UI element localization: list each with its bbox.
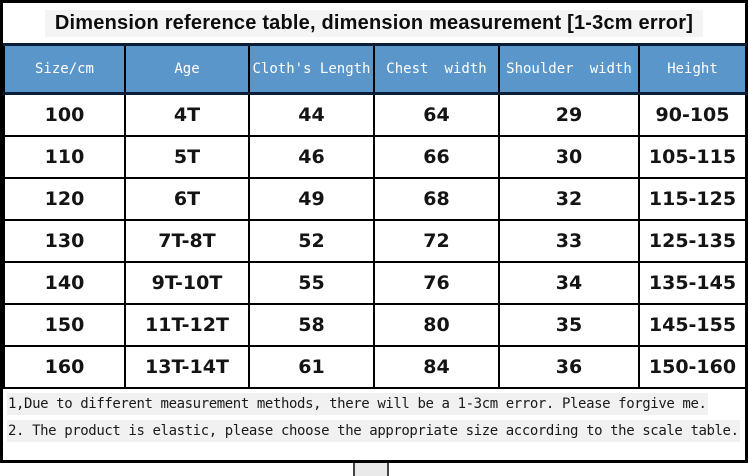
table-cell: 125-135 — [638, 219, 747, 263]
table-cell: 32 — [498, 177, 640, 221]
col-header-cloth-length: Cloth's Length — [248, 43, 375, 95]
col-header-height: Height — [638, 43, 747, 95]
table-cell: 135-145 — [638, 261, 747, 305]
col-header-age: Age — [124, 43, 250, 95]
table-cell: 115-125 — [638, 177, 747, 221]
page-title: Dimension reference table, dimension mea… — [44, 9, 704, 37]
table-cell: 150-160 — [638, 345, 747, 389]
note-line-1: 1,Due to different measurement methods, … — [7, 393, 745, 415]
col-header-shoulder-width: Shoulder width — [498, 43, 640, 95]
note-line-2: 2. The product is elastic, please choose… — [7, 420, 745, 442]
notes-section: 1,Due to different measurement methods, … — [3, 389, 745, 442]
table-cell: 36 — [498, 345, 640, 389]
table-cell: 11T-12T — [124, 303, 250, 347]
table-cell: 80 — [373, 303, 500, 347]
table-cell: 160 — [3, 345, 126, 389]
table-cell: 145-155 — [638, 303, 747, 347]
table-cell: 46 — [248, 135, 375, 179]
cropped-next-table-strip — [0, 463, 748, 476]
table-cell: 76 — [373, 261, 500, 305]
table-cell: 105-115 — [638, 135, 747, 179]
table-cell: 150 — [3, 303, 126, 347]
size-chart-panel: Dimension reference table, dimension mea… — [0, 0, 748, 463]
table-cell: 90-105 — [638, 92, 747, 137]
table-cell: 55 — [248, 261, 375, 305]
table-cell: 72 — [373, 219, 500, 263]
note-text: 1,Due to different measurement methods, … — [7, 393, 708, 415]
table-cell: 34 — [498, 261, 640, 305]
table-cell: 61 — [248, 345, 375, 389]
table-cell: 120 — [3, 177, 126, 221]
table-cell: 58 — [248, 303, 375, 347]
table-cell: 66 — [373, 135, 500, 179]
col-header-size: Size/cm — [3, 43, 126, 95]
table-cell: 30 — [498, 135, 640, 179]
table-cell: 110 — [3, 135, 126, 179]
table-cell: 100 — [3, 92, 126, 137]
table-row: 120 6T 49 68 32 115-125 — [3, 177, 747, 221]
title-bar: Dimension reference table, dimension mea… — [3, 3, 745, 43]
table-cell: 5T — [124, 135, 250, 179]
size-table: Size/cm Age Cloth's Length Chest width S… — [3, 43, 747, 389]
table-cell: 84 — [373, 345, 500, 389]
table-cell: 64 — [373, 92, 500, 137]
table-row: 110 5T 46 66 30 105-115 — [3, 135, 747, 179]
table-row: 150 11T-12T 58 80 35 145-155 — [3, 303, 747, 347]
table-cell: 33 — [498, 219, 640, 263]
table-row: 130 7T-8T 52 72 33 125-135 — [3, 219, 747, 263]
table-cell: 44 — [248, 92, 375, 137]
col-header-chest-width: Chest width — [373, 43, 500, 95]
note-text: 2. The product is elastic, please choose… — [7, 420, 740, 442]
table-cell: 4T — [124, 92, 250, 137]
table-cell: 68 — [373, 177, 500, 221]
table-cell: 7T-8T — [124, 219, 250, 263]
table-row: 160 13T-14T 61 84 36 150-160 — [3, 345, 747, 389]
table-cell: 52 — [248, 219, 375, 263]
table-cell: 49 — [248, 177, 375, 221]
table-row: 140 9T-10T 55 76 34 135-145 — [3, 261, 747, 305]
table-cell: 140 — [3, 261, 126, 305]
table-cell: 6T — [124, 177, 250, 221]
table-cell: 29 — [498, 92, 640, 137]
table-cell: 130 — [3, 219, 126, 263]
table-row: 100 4T 44 64 29 90-105 — [3, 92, 747, 137]
cropped-table-cell — [353, 463, 389, 476]
table-cell: 35 — [498, 303, 640, 347]
header-row: Size/cm Age Cloth's Length Chest width S… — [3, 43, 747, 95]
table-cell: 9T-10T — [124, 261, 250, 305]
table-cell: 13T-14T — [124, 345, 250, 389]
